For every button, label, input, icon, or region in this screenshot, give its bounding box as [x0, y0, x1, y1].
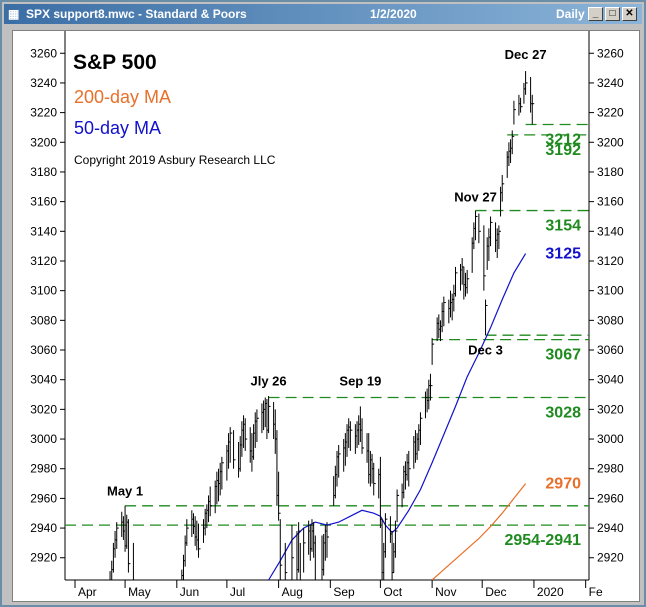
y-tick-label-right: 3200: [597, 135, 624, 149]
chart-title: S&P 500: [73, 51, 157, 74]
annotations: May 1 Jly 26 Sep 19 Nov 27 Dec 3 Dec 27: [107, 47, 547, 498]
y-tick-label-left: 3260: [30, 46, 57, 60]
annotation-label: May 1: [107, 483, 143, 498]
y-tick-label-left: 2940: [30, 521, 57, 535]
y-tick-label-left: 3000: [30, 432, 57, 446]
y-tick-label-right: 3100: [597, 284, 624, 298]
legend-50-day-ma: 50-day MA: [74, 118, 161, 138]
y-tick-label-left: 3160: [30, 195, 57, 209]
x-tick-label: Jun: [180, 585, 199, 599]
chart-background: [13, 31, 639, 601]
ma-value-label: 2970: [545, 476, 581, 493]
y-tick-label-right: 3020: [597, 402, 624, 416]
y-tick-label-right: 3040: [597, 373, 624, 387]
y-tick-label-right: 3000: [597, 432, 624, 446]
y-tick-label-right: 3080: [597, 313, 624, 327]
annotation-label: Jly 26: [251, 374, 287, 389]
chart-area: 3212 3192 3154 3067 3028 2954-2941 3125 2970 2…: [12, 30, 640, 602]
close-icon: ✕: [625, 8, 634, 19]
x-tick-label: Jul: [230, 585, 245, 599]
window-date: 1/2/2020: [370, 7, 417, 21]
y-tick-label-left: 2980: [30, 462, 57, 476]
copyright-text: Copyright 2019 Asbury Research LLC: [74, 153, 276, 167]
chart-icon: ▦: [8, 7, 20, 21]
y-tick-label-left: 3060: [30, 343, 57, 357]
y-tick-label-left: 3080: [30, 313, 57, 327]
x-tick-label: Nov: [435, 585, 456, 599]
ma-value-label: 3125: [545, 246, 581, 263]
x-tick-label: Dec: [485, 585, 506, 599]
annotation-label: Dec 27: [505, 47, 547, 62]
legend-200-day-ma: 200-day MA: [74, 87, 171, 107]
y-tick-label-left: 2960: [30, 491, 57, 505]
close-button[interactable]: ✕: [622, 7, 637, 21]
annotation-label: Sep 19: [339, 374, 381, 389]
support-level-label: 3212: [545, 131, 581, 148]
y-tick-label-right: 3160: [597, 195, 624, 209]
x-tick-label: Apr: [78, 585, 97, 599]
y-tick-label-left: 3040: [30, 373, 57, 387]
y-axis-ticks: 2920 2920 2940 2940 2960 2960 2980 2980 3000 3000…: [30, 46, 624, 564]
y-tick-label-right: 3240: [597, 76, 624, 90]
minimize-button[interactable]: _: [588, 7, 603, 21]
y-tick-label-right: 3060: [597, 343, 624, 357]
y-tick-label-right: 3220: [597, 106, 624, 120]
x-tick-label: Fe: [589, 585, 603, 599]
y-tick-label-left: 3200: [30, 135, 57, 149]
y-tick-label-left: 3220: [30, 106, 57, 120]
maximize-icon: □: [609, 8, 616, 19]
y-tick-label-right: 2980: [597, 462, 624, 476]
y-tick-label-right: 3260: [597, 46, 624, 60]
y-tick-label-left: 3100: [30, 284, 57, 298]
y-tick-label-right: 3120: [597, 254, 624, 268]
y-tick-label-right: 3140: [597, 224, 624, 238]
y-tick-label-left: 3020: [30, 402, 57, 416]
y-tick-label-right: 2920: [597, 551, 624, 565]
support-level-label: 3192: [545, 142, 581, 159]
y-tick-label-right: 3180: [597, 165, 624, 179]
annotation-label: Dec 3: [468, 342, 503, 357]
minimize-icon: _: [592, 8, 599, 19]
window-title: SPX support8.mwc - Standard & Poors: [26, 7, 247, 21]
ma-line: [431, 483, 527, 581]
y-tick-label-right: 2940: [597, 521, 624, 535]
support-level-label: 3067: [545, 347, 581, 364]
x-tick-label: Sep: [333, 585, 355, 599]
y-tick-label-left: 3240: [30, 76, 57, 90]
x-tick-label: 2020: [537, 585, 564, 599]
y-tick-label-left: 3120: [30, 254, 57, 268]
y-tick-label-right: 2960: [597, 491, 624, 505]
x-tick-label: May: [128, 585, 151, 599]
annotation-label: Nov 27: [454, 190, 497, 205]
title-bar[interactable]: ▦ SPX support8.mwc - Standard & Poors 1/…: [4, 4, 642, 24]
maximize-button[interactable]: □: [605, 7, 620, 21]
support-level-label: 3028: [545, 404, 581, 421]
x-tick-label: Oct: [383, 585, 402, 599]
x-axis-ticks: Apr May Jun Jul Aug Sep Oct Nov Dec 2020 Fe: [74, 580, 603, 599]
support-level-label: 2954-2941: [504, 532, 581, 549]
window-period: Daily: [556, 7, 585, 21]
y-tick-label-left: 3180: [30, 165, 57, 179]
price-bars: [109, 71, 535, 581]
x-tick-label: Aug: [282, 585, 303, 599]
support-level-label: 3154: [545, 218, 581, 235]
y-tick-label-left: 3140: [30, 224, 57, 238]
y-tick-label-left: 2920: [30, 551, 57, 565]
